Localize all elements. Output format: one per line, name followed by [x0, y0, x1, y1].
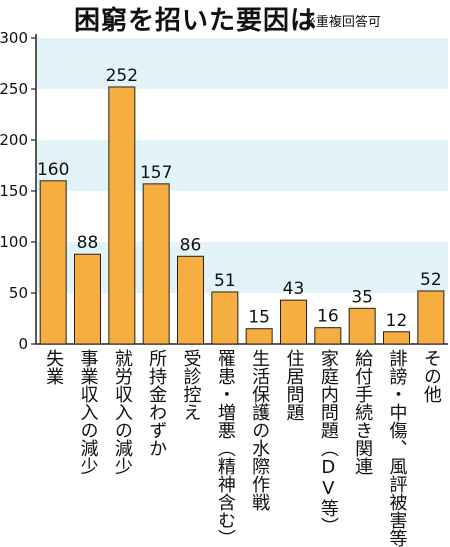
- grid-band: [36, 242, 448, 293]
- grid-band: [36, 140, 448, 191]
- y-tick-label: 300: [0, 29, 28, 47]
- bar: [74, 253, 101, 345]
- y-tick-label: 0: [18, 335, 28, 353]
- bar-value-label: 16: [317, 307, 339, 327]
- bar: [280, 299, 307, 345]
- bar-value-label: 88: [77, 233, 99, 253]
- grid-band: [36, 38, 448, 89]
- bar: [417, 290, 445, 345]
- bar-value-label: 51: [214, 271, 236, 291]
- bar-value-label: 86: [180, 235, 202, 255]
- bar: [245, 328, 273, 345]
- x-tick-label: 住居問題: [283, 349, 305, 421]
- bar: [108, 86, 136, 345]
- bar-value-label: 160: [37, 160, 69, 180]
- x-tick-label: 所持金わずか: [146, 349, 168, 457]
- x-tick-label: 生活保護の水際作戦: [249, 349, 271, 511]
- x-tick-label: 失業: [43, 349, 65, 385]
- bar-value-label: 35: [351, 287, 373, 307]
- bar: [383, 331, 410, 345]
- bar: [348, 307, 376, 345]
- bar: [39, 180, 67, 345]
- x-tick-label: 受診控え: [180, 349, 202, 421]
- bar-value-label: 52: [420, 270, 442, 290]
- bar-value-label: 12: [386, 311, 408, 331]
- bar-value-label: 252: [106, 66, 138, 86]
- x-tick-label: 誹謗・中傷、風評被害等: [386, 349, 408, 547]
- chart-subtitle: ※重複回答可: [305, 15, 381, 30]
- y-tick-label: 200: [0, 131, 28, 149]
- x-tick-label: 罹患・増悪（精神含む）: [214, 349, 236, 547]
- bar: [314, 327, 342, 345]
- x-tick-label: 家庭内問題（DV等）: [317, 349, 339, 535]
- x-tick-label: 事業収入の減少: [77, 349, 99, 475]
- y-tick-label: 250: [0, 80, 28, 98]
- bar-value-label: 157: [140, 163, 172, 183]
- bar-value-label: 15: [248, 308, 270, 328]
- chart-title: 困窮を招いた要因は: [74, 6, 318, 36]
- bar-value-label: 43: [283, 279, 305, 299]
- bar: [211, 291, 239, 345]
- y-tick-label: 150: [0, 182, 28, 200]
- bar: [142, 183, 170, 345]
- y-tick-label: 50: [9, 284, 28, 302]
- x-tick-label: 給付手続き関連: [352, 349, 374, 475]
- x-tick-label: その他: [420, 349, 442, 403]
- y-tick-label: 100: [0, 233, 28, 251]
- bar: [177, 255, 204, 345]
- x-tick-label: 就労収入の減少: [111, 349, 133, 475]
